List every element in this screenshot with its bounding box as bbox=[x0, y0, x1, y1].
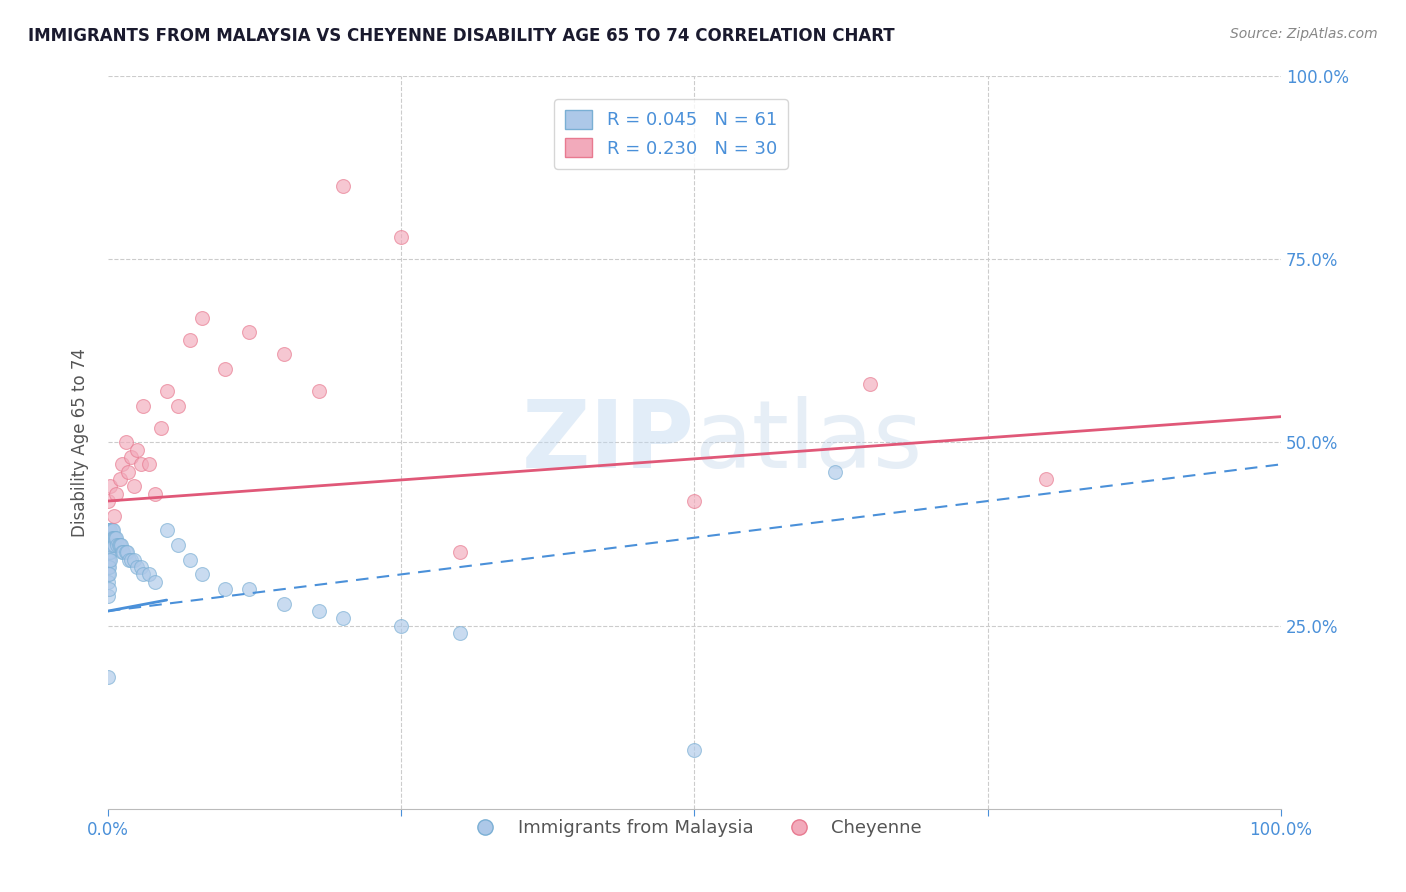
Point bbox=[98, 582, 121, 596]
Point bbox=[98, 531, 121, 545]
Point bbox=[127, 560, 149, 574]
Point bbox=[105, 531, 128, 545]
Point bbox=[97, 552, 120, 566]
Point bbox=[122, 552, 145, 566]
Text: IMMIGRANTS FROM MALAYSIA VS CHEYENNE DISABILITY AGE 65 TO 74 CORRELATION CHART: IMMIGRANTS FROM MALAYSIA VS CHEYENNE DIS… bbox=[28, 27, 894, 45]
Point bbox=[138, 567, 160, 582]
Point bbox=[129, 560, 152, 574]
Point bbox=[100, 524, 122, 538]
Text: ZIP: ZIP bbox=[522, 396, 695, 488]
Point bbox=[117, 465, 139, 479]
Point bbox=[143, 574, 166, 589]
Point bbox=[132, 399, 155, 413]
Point bbox=[97, 494, 120, 508]
Point bbox=[98, 552, 121, 566]
Point bbox=[156, 384, 179, 398]
Point bbox=[101, 531, 124, 545]
Point bbox=[824, 465, 846, 479]
Point bbox=[114, 545, 136, 559]
Point bbox=[98, 524, 121, 538]
Point bbox=[191, 310, 214, 325]
Legend: Immigrants from Malaysia, Cheyenne: Immigrants from Malaysia, Cheyenne bbox=[460, 812, 929, 844]
Point bbox=[107, 538, 129, 552]
Point bbox=[149, 420, 172, 434]
Point bbox=[97, 574, 120, 589]
Point bbox=[308, 604, 330, 618]
Text: atlas: atlas bbox=[695, 396, 922, 488]
Point bbox=[120, 450, 142, 464]
Text: Source: ZipAtlas.com: Source: ZipAtlas.com bbox=[1230, 27, 1378, 41]
Point bbox=[859, 376, 882, 391]
Point bbox=[389, 618, 412, 632]
Point bbox=[308, 384, 330, 398]
Point bbox=[214, 362, 236, 376]
Point bbox=[108, 472, 131, 486]
Point bbox=[120, 552, 142, 566]
Point bbox=[214, 582, 236, 596]
Point bbox=[98, 524, 121, 538]
Point bbox=[143, 486, 166, 500]
Point bbox=[389, 230, 412, 244]
Point bbox=[683, 743, 706, 757]
Point bbox=[97, 560, 120, 574]
Point bbox=[179, 552, 201, 566]
Point bbox=[111, 458, 134, 472]
Point bbox=[98, 538, 121, 552]
Point bbox=[97, 545, 120, 559]
Point bbox=[100, 538, 122, 552]
Point bbox=[98, 552, 121, 566]
Point bbox=[98, 538, 121, 552]
Point bbox=[97, 670, 120, 684]
Point bbox=[97, 531, 120, 545]
Point bbox=[110, 538, 132, 552]
Point bbox=[111, 545, 134, 559]
Point bbox=[238, 582, 260, 596]
Point bbox=[103, 538, 125, 552]
Point bbox=[138, 458, 160, 472]
Point bbox=[129, 458, 152, 472]
Point bbox=[118, 552, 141, 566]
Point bbox=[449, 545, 471, 559]
Point bbox=[127, 442, 149, 457]
Point bbox=[114, 435, 136, 450]
Point bbox=[98, 531, 121, 545]
Point bbox=[156, 524, 179, 538]
Point bbox=[273, 597, 295, 611]
Point bbox=[683, 494, 706, 508]
Point bbox=[112, 545, 135, 559]
Point bbox=[105, 486, 128, 500]
Point bbox=[332, 178, 354, 193]
Point bbox=[105, 538, 128, 552]
Point bbox=[100, 531, 122, 545]
Point bbox=[98, 560, 121, 574]
Point bbox=[132, 567, 155, 582]
Point bbox=[1035, 472, 1057, 486]
Point bbox=[122, 479, 145, 493]
Y-axis label: Disability Age 65 to 74: Disability Age 65 to 74 bbox=[72, 348, 89, 537]
Point bbox=[191, 567, 214, 582]
Point bbox=[238, 326, 260, 340]
Point bbox=[167, 399, 190, 413]
Point bbox=[115, 545, 138, 559]
Point bbox=[98, 567, 121, 582]
Point bbox=[167, 538, 190, 552]
Point bbox=[97, 590, 120, 604]
Point bbox=[332, 611, 354, 625]
Point bbox=[98, 545, 121, 559]
Point bbox=[179, 333, 201, 347]
Point bbox=[273, 347, 295, 361]
Point bbox=[101, 524, 124, 538]
Point bbox=[97, 567, 120, 582]
Point bbox=[103, 508, 125, 523]
Point bbox=[97, 538, 120, 552]
Point bbox=[98, 545, 121, 559]
Point bbox=[98, 479, 121, 493]
Point bbox=[97, 524, 120, 538]
Point bbox=[103, 531, 125, 545]
Point bbox=[108, 538, 131, 552]
Point bbox=[104, 531, 127, 545]
Point bbox=[449, 626, 471, 640]
